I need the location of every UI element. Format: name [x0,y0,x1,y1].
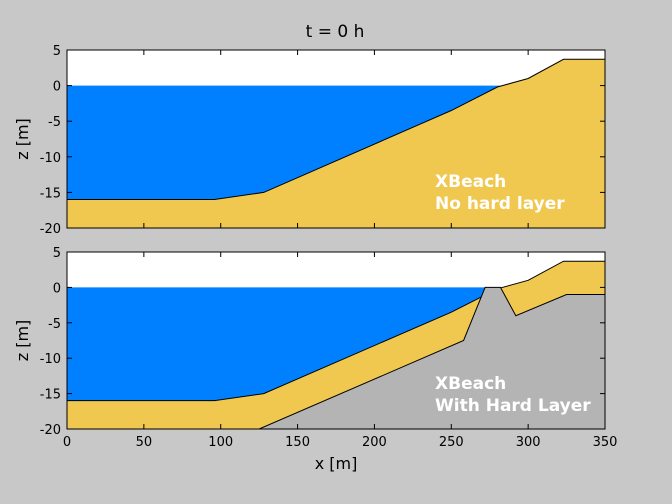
figure-title: t = 0 h [306,22,365,42]
y-tick-label: -5 [48,115,61,130]
x-tick-label: 50 [136,435,153,450]
y-tick-label: -15 [40,388,61,403]
sand-area [67,59,605,228]
y-tick-label: 5 [53,246,61,261]
x-tick-label: 150 [285,435,310,450]
annotation-line-1: XBeach [435,172,506,192]
y-tick-label: -20 [40,222,61,237]
hard-layer-line [258,286,605,429]
x-tick-label: 300 [516,435,541,450]
y-axis-label: z [m] [13,320,32,362]
y-tick-label: -20 [40,423,61,438]
bed-profile-line [67,58,605,201]
x-tick-label: 250 [439,435,464,450]
plot-frame [66,49,606,229]
y-tick-label: -10 [40,352,61,367]
y-tick-label: 5 [53,44,61,59]
y-tick-label: 0 [53,80,61,95]
annotation-line-2: No hard layer [435,194,565,214]
x-axis-label: x [m] [315,454,358,473]
bed-profile-line [67,260,605,402]
y-axis-label: z [m] [13,118,32,160]
x-tick-label: 100 [208,435,233,450]
hard-layer-area [259,287,605,429]
x-tick-label: 200 [362,435,387,450]
y-tick-label: -10 [40,151,61,166]
plot-frame [66,251,606,430]
x-tick-label: 350 [593,435,618,450]
annotation-line-2: With Hard Layer [435,396,591,416]
x-tick-label: 0 [63,435,71,450]
water-area [67,287,501,401]
y-tick-label: -5 [48,317,61,332]
water-area [67,85,501,200]
y-tick-label: 0 [53,281,61,296]
annotation-line-1: XBeach [435,374,506,394]
y-tick-label: -15 [40,186,61,201]
